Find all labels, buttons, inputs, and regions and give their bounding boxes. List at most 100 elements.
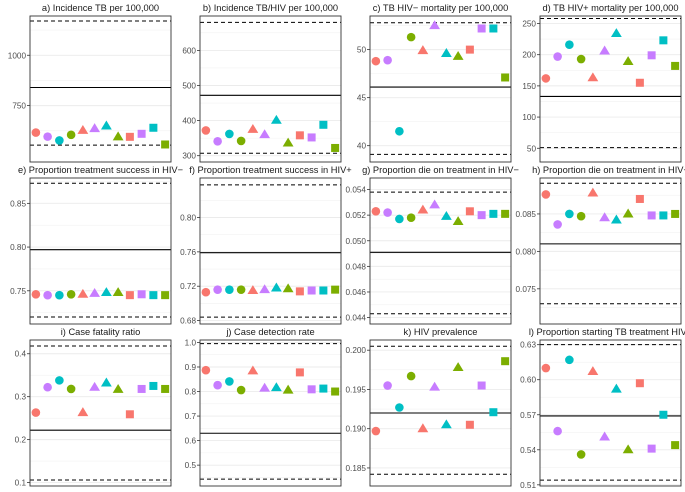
y-tick-label: 0.050: [346, 237, 367, 246]
y-tick-label: 0.60: [520, 376, 536, 385]
data-point-square: [659, 211, 668, 220]
data-point-square: [331, 387, 340, 396]
y-tick-label: 0.1: [15, 479, 27, 488]
data-point-circle: [406, 213, 416, 223]
data-point-square: [635, 194, 644, 203]
data-point-triangle: [417, 204, 429, 214]
panel-border: [199, 177, 342, 325]
data-point-circle: [43, 382, 52, 392]
data-point-circle: [31, 128, 41, 137]
data-point-triangle: [89, 288, 101, 297]
data-point-circle: [225, 377, 234, 386]
y-tick-label: 0.57: [520, 411, 536, 420]
y-tick-label: 0.085: [516, 210, 537, 219]
data-point-square: [465, 420, 474, 429]
data-point-circle: [541, 74, 551, 83]
data-point-square: [671, 441, 680, 450]
plot-area: [200, 178, 341, 324]
data-point-square: [671, 61, 680, 70]
data-point-circle: [395, 403, 404, 412]
data-point-triangle: [452, 362, 464, 371]
y-tick-label: 0.075: [516, 285, 537, 294]
data-point-triangle: [622, 208, 634, 218]
data-point-square: [501, 73, 510, 82]
panel-border: [369, 339, 512, 487]
y-tick-label: 200: [522, 51, 536, 60]
panel-border: [369, 15, 512, 163]
panel-title: i) Case fatality ratio: [61, 327, 141, 337]
data-point-square: [125, 410, 134, 419]
panel-border: [29, 339, 172, 487]
panel-title: a) Incidence TB per 100,000: [42, 3, 159, 13]
data-point-circle: [553, 220, 562, 229]
plot-area: [370, 178, 511, 324]
data-point-triangle: [259, 129, 271, 139]
y-tick-label: 0.68: [180, 317, 196, 326]
data-point-triangle: [599, 45, 611, 55]
data-point-square: [161, 384, 170, 393]
panel-title: e) Proportion treatment success in HIV−: [18, 165, 183, 175]
y-tick-label: 300: [182, 152, 196, 161]
chart-panel-9: i) Case fatality ratio 0.1 0.2 0.3 0.4: [15, 327, 172, 488]
chart-panel-7: g) Proportion die on treatment in HIV− 0.…: [346, 165, 519, 325]
data-point-circle: [383, 208, 392, 217]
data-point-triangle: [259, 382, 271, 392]
y-tick-label: 0.044: [346, 314, 367, 323]
data-point-circle: [55, 290, 64, 300]
y-tick-label: 0.80: [10, 243, 26, 252]
y-tick-label: 100: [522, 113, 536, 122]
data-point-triangle: [599, 431, 611, 441]
panel-title: f) Proportion treatment success in HIV+: [189, 165, 352, 175]
y-tick-label: 0.54: [520, 446, 536, 455]
data-point-triangle: [112, 287, 124, 297]
y-tick-label: 0.5: [185, 461, 197, 470]
y-tick-label: 40: [357, 142, 367, 151]
data-point-square: [331, 143, 340, 152]
data-point-circle: [55, 376, 64, 385]
data-point-circle: [395, 126, 404, 136]
panel-border: [369, 177, 512, 325]
data-point-square: [295, 287, 304, 296]
data-point-circle: [225, 129, 234, 139]
y-tick-label: 0.080: [516, 247, 537, 256]
chart-panel-3: c) TB HIV− mortality per 100,000 40 45 50: [357, 3, 512, 163]
data-point-circle: [371, 426, 381, 436]
data-point-triangle: [112, 383, 124, 393]
data-point-circle: [31, 289, 41, 299]
y-tick-label: 1.0: [185, 338, 197, 347]
y-tick-label: 0.054: [346, 186, 367, 195]
y-tick-label: 250: [522, 19, 536, 28]
y-tick-label: 0.195: [346, 385, 367, 394]
y-tick-label: 45: [357, 94, 367, 103]
data-point-square: [295, 131, 304, 140]
data-point-triangle: [247, 365, 259, 375]
data-point-square: [501, 209, 510, 218]
data-point-triangle: [610, 214, 622, 224]
data-point-triangle: [429, 20, 441, 30]
data-point-triangle: [100, 377, 112, 387]
data-point-triangle: [282, 137, 294, 147]
data-point-triangle: [610, 28, 622, 37]
data-point-triangle: [100, 287, 112, 297]
data-point-square: [647, 51, 656, 60]
data-point-circle: [576, 54, 586, 64]
data-point-square: [477, 381, 486, 390]
y-tick-label: 0.8: [185, 388, 197, 397]
data-point-triangle: [247, 285, 259, 295]
panel-title: h) Proportion die on treatment in HIV+: [532, 165, 685, 175]
data-point-square: [659, 36, 668, 45]
data-point-circle: [383, 55, 392, 65]
y-tick-label: 400: [182, 117, 196, 126]
y-tick-label: 0.3: [15, 393, 27, 402]
data-point-triangle: [587, 187, 599, 197]
y-tick-label: 0.052: [346, 211, 367, 220]
data-point-circle: [213, 380, 222, 390]
data-point-triangle: [112, 131, 124, 141]
panel-title: k) HIV prevalence: [404, 327, 478, 337]
data-point-circle: [576, 211, 586, 221]
y-tick-label: 50: [527, 144, 537, 153]
y-tick-label: 0.2: [15, 436, 27, 445]
data-point-square: [659, 410, 668, 419]
data-point-square: [489, 24, 498, 33]
